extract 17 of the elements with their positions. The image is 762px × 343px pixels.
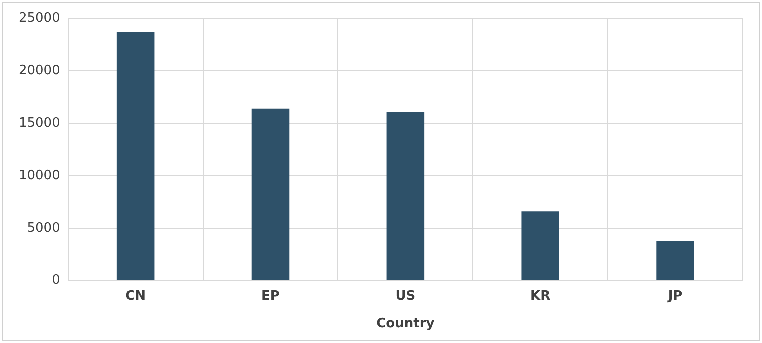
y-tick-label: 5000 [27,220,60,236]
bar [252,108,290,280]
y-tick-label: 0 [52,273,60,288]
x-tick-label: US [396,288,416,304]
bar [522,212,560,280]
x-axis-title: Country [376,316,436,332]
bar [656,240,694,280]
y-tick-label: 10000 [18,168,60,184]
y-tick-label: 20000 [18,64,60,79]
x-tick-label: JP [667,288,683,304]
y-tick-label: 15000 [18,116,60,131]
bar [386,112,425,280]
y-tick-label: 25000 [18,11,60,26]
x-tick-label: EP [262,288,280,304]
x-tick-label: CN [126,288,146,304]
x-tick-label: KR [530,288,551,304]
bar [116,32,155,280]
